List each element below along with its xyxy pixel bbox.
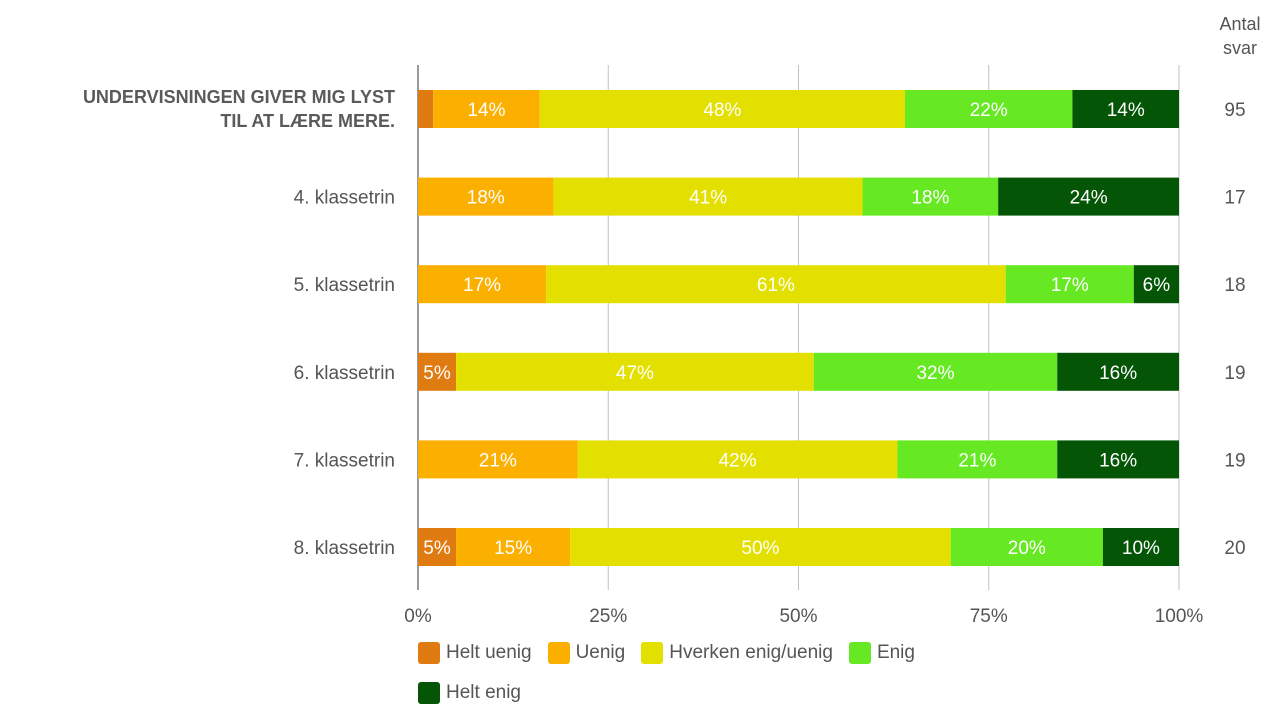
data-label: 41% (689, 188, 727, 209)
bar-segment (456, 352, 814, 391)
bar-segment (546, 265, 1006, 304)
data-label: 50% (741, 538, 779, 559)
bar-segment (433, 90, 540, 128)
bar-segment (456, 528, 571, 566)
legend: Helt uenig Uenig Hverken enig/uenig Enig Hel… (418, 640, 938, 706)
bar-segment (418, 352, 457, 391)
legend-label: Hverken enig/uenig (669, 642, 833, 663)
data-label: 16% (1099, 450, 1137, 471)
bar-segment (1057, 352, 1179, 391)
bar-segment (418, 177, 554, 216)
data-label: 21% (479, 450, 517, 471)
legend-label: Helt uenig (446, 642, 532, 663)
legend-item: Enig (848, 640, 915, 666)
legend-swatch (418, 682, 440, 704)
bar-segment (570, 528, 951, 566)
data-label: 42% (719, 450, 757, 471)
response-count: 17 (1224, 188, 1245, 209)
bar-segment (1072, 90, 1179, 128)
data-label: 17% (463, 275, 501, 296)
bar-segment (950, 528, 1103, 566)
x-tick-label: 25% (589, 606, 627, 627)
bar-segment (862, 177, 999, 216)
data-label: 15% (494, 538, 532, 559)
bar-segment (577, 440, 898, 479)
stacked-bar-chart: 0% 25% 50% 75% 100% Antal svar UNDERVISNINGEN G… (83, 14, 1261, 627)
bar-segment (905, 90, 1073, 128)
data-label: 20% (1008, 538, 1046, 559)
data-label: 14% (467, 100, 505, 121)
legend-swatch (641, 642, 664, 664)
data-label: 14% (1107, 100, 1145, 121)
data-label: 5% (423, 538, 451, 559)
response-count: 95 (1224, 100, 1245, 121)
x-tick-label: 0% (404, 606, 432, 627)
legend-item: Helt enig (418, 680, 521, 706)
bar-segment (539, 90, 906, 128)
x-tick-label: 100% (1155, 606, 1204, 627)
legend-label: Uenig (575, 642, 626, 663)
data-label: 10% (1122, 538, 1160, 559)
legend-swatch (418, 642, 440, 664)
legend-swatch (547, 642, 570, 664)
response-count: 18 (1224, 275, 1245, 296)
counts-header-line: Antal (1219, 14, 1260, 34)
category-label: UNDERVISNINGEN GIVER MIG LYST (83, 87, 395, 107)
bar-segment (553, 177, 863, 216)
data-label: 21% (958, 450, 996, 471)
category-label: 8. klassetrin (294, 538, 395, 559)
bar-segment (998, 177, 1179, 216)
bar-segment (1102, 528, 1179, 566)
bar-segment (1005, 265, 1134, 304)
legend-label: Helt enig (446, 682, 521, 703)
data-label: 6% (1143, 275, 1171, 296)
bar-segment (813, 352, 1058, 391)
category-label: 7. klassetrin (294, 450, 395, 471)
category-label: 5. klassetrin (294, 275, 395, 296)
x-tick-label: 50% (779, 606, 817, 627)
counts-header-line: svar (1223, 38, 1257, 58)
data-label: 48% (703, 100, 741, 121)
legend-label: Enig (876, 642, 915, 663)
legend-swatch (848, 642, 871, 664)
data-label: 32% (916, 363, 954, 384)
data-label: 18% (911, 188, 949, 209)
response-count: 20 (1224, 538, 1245, 559)
bar-segment (1133, 265, 1179, 304)
legend-item: Helt uenig (418, 640, 532, 666)
data-label: 61% (757, 275, 795, 296)
data-label: 18% (467, 188, 505, 209)
bar-segment (1057, 440, 1179, 479)
legend-item: Hverken enig/uenig (641, 640, 833, 666)
data-label: 22% (970, 100, 1008, 121)
category-label: 6. klassetrin (294, 363, 395, 384)
data-label: 24% (1070, 188, 1108, 209)
bar-segment (418, 440, 578, 479)
bar-segment (418, 90, 434, 128)
category-label: TIL AT LÆRE MERE. (220, 111, 395, 131)
data-label: 47% (616, 363, 654, 384)
bar-segment (418, 265, 547, 304)
data-label: 5% (423, 363, 451, 384)
x-tick-label: 75% (970, 606, 1008, 627)
bar-segment (418, 528, 457, 566)
category-label: 4. klassetrin (294, 188, 395, 209)
bar-segment (897, 440, 1058, 479)
data-label: 17% (1051, 275, 1089, 296)
data-label: 16% (1099, 363, 1137, 384)
legend-item: Uenig (547, 640, 626, 666)
response-count: 19 (1224, 363, 1245, 384)
response-count: 19 (1224, 450, 1245, 471)
